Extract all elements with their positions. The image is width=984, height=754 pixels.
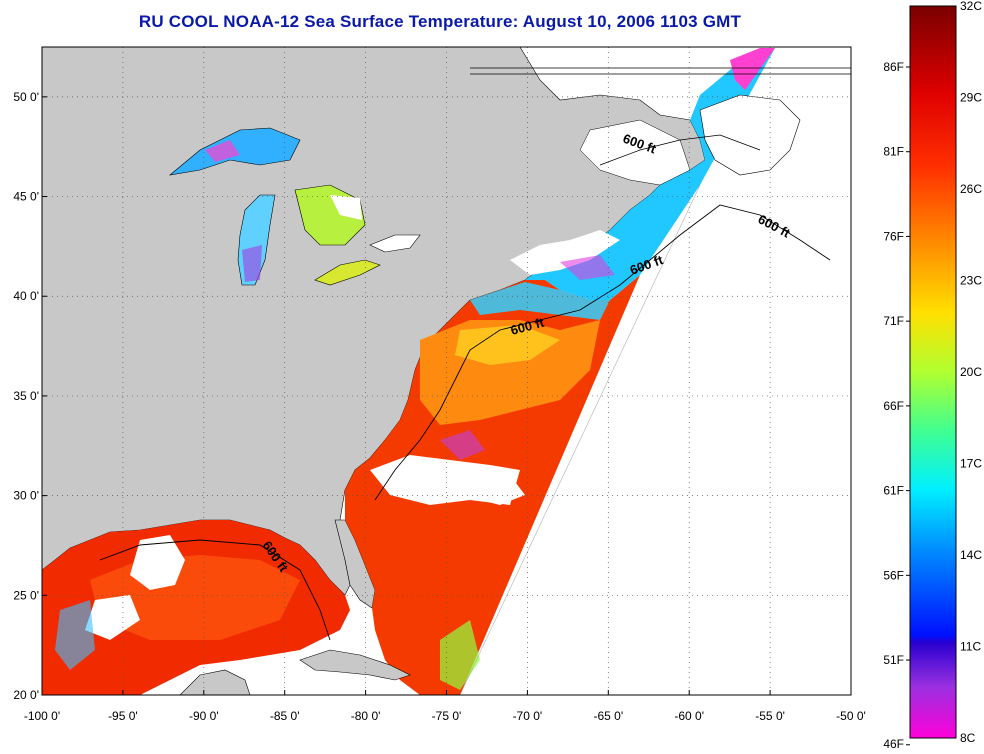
swath-edge: [459, 184, 701, 695]
cloud-maine: [510, 230, 620, 275]
gulf-cloud-2: [85, 595, 140, 640]
longitude-axis: -100 0' -95 0' -90 0' -85 0' -80 0' -75 0' -70…: [24, 690, 866, 723]
land-cuba: [299, 649, 411, 681]
lat-tick-label: 50 0': [13, 90, 39, 104]
lat-tick-label: 30 0': [13, 489, 39, 503]
sst-cool-nj-band: [470, 282, 610, 320]
colorbar-labels: 32C 29C 26C 23C 20C 17C 14C 11C 8C 86F 81F 76F 71F 66…: [883, 0, 982, 751]
colorbar-fahrenheit-label: 61F: [883, 484, 904, 498]
lon-tick-label: -65 0': [593, 709, 623, 723]
colorbar: [909, 5, 957, 739]
lon-tick-label: -75 0': [432, 709, 462, 723]
colorbar-celsius-label: 11C: [960, 640, 981, 654]
sst-magenta-maine: [560, 255, 615, 280]
colorbar-celsius-label: 8C: [960, 731, 976, 745]
lat-tick-label: 20 0': [13, 688, 39, 702]
lon-tick-label: -85 0': [270, 709, 300, 723]
colorbar-celsius-label: 14C: [960, 548, 982, 562]
gulf-cloud-1: [130, 535, 185, 590]
sst-magenta-north: [730, 48, 775, 90]
map-title: RU COOL NOAA-12 Sea Surface Temperature:…: [138, 12, 742, 31]
lon-tick-label: -60 0': [674, 709, 704, 723]
colorbar-celsius-label: 20C: [960, 365, 982, 379]
colorbar-celsius-label: 23C: [960, 274, 982, 288]
lat-tick-label: 25 0': [13, 588, 39, 602]
lat-tick-label: 35 0': [13, 389, 39, 403]
colorbar-fahrenheit-label: 71F: [883, 314, 904, 328]
lake-erie: [314, 259, 381, 286]
lon-tick-label: -100 0': [24, 709, 60, 723]
lat-tick-label: 45 0': [13, 190, 39, 204]
lon-tick-label: -90 0': [189, 709, 219, 723]
colorbar-fahrenheit-label: 66F: [883, 399, 904, 413]
lake-ontario: [369, 234, 421, 253]
sst-magenta-patch: [440, 430, 485, 460]
land-newfoundland: [699, 94, 801, 176]
lon-tick-label: -50 0': [836, 709, 866, 723]
lon-tick-label: -70 0': [513, 709, 543, 723]
isobath-north: [599, 134, 761, 166]
isobath-atlantic: [374, 204, 831, 501]
colorbar-fahrenheit-label: 46F: [883, 737, 904, 751]
lon-tick-label: -80 0': [351, 709, 381, 723]
colorbar-celsius-label: 29C: [960, 91, 982, 105]
sst-yellow-band: [455, 325, 560, 365]
lon-tick-label: -55 0': [755, 709, 785, 723]
colorbar-celsius-label: 17C: [960, 457, 982, 471]
lake-huron-cloud: [330, 195, 362, 220]
land-yucatan: [179, 669, 251, 695]
colorbar-fahrenheit-label: 76F: [883, 229, 904, 243]
latitude-axis: 20 0' 25 0' 30 0' 35 0' 40 0' 45 0' 50 0': [13, 90, 47, 702]
colorbar-fahrenheit-label: 56F: [883, 568, 904, 582]
gulf-cool-patch: [55, 600, 95, 670]
colorbar-celsius-label: 26C: [960, 182, 982, 196]
colorbar-fahrenheit-label: 86F: [883, 60, 904, 74]
sst-green-patch: [440, 620, 480, 690]
colorbar-celsius-label: 32C: [960, 0, 982, 13]
lat-tick-label: 40 0': [13, 289, 39, 303]
isobath-gulf: [99, 539, 331, 641]
lake-michigan-purple: [242, 245, 262, 282]
lon-tick-label: -95 0': [108, 709, 138, 723]
cloud-carolina-2: [470, 475, 525, 505]
gulf-st-lawrence: [579, 119, 691, 186]
lake-superior-magenta: [205, 140, 240, 162]
colorbar-fahrenheit-label: 51F: [883, 653, 904, 667]
colorbar-fahrenheit-label: 81F: [883, 145, 904, 159]
